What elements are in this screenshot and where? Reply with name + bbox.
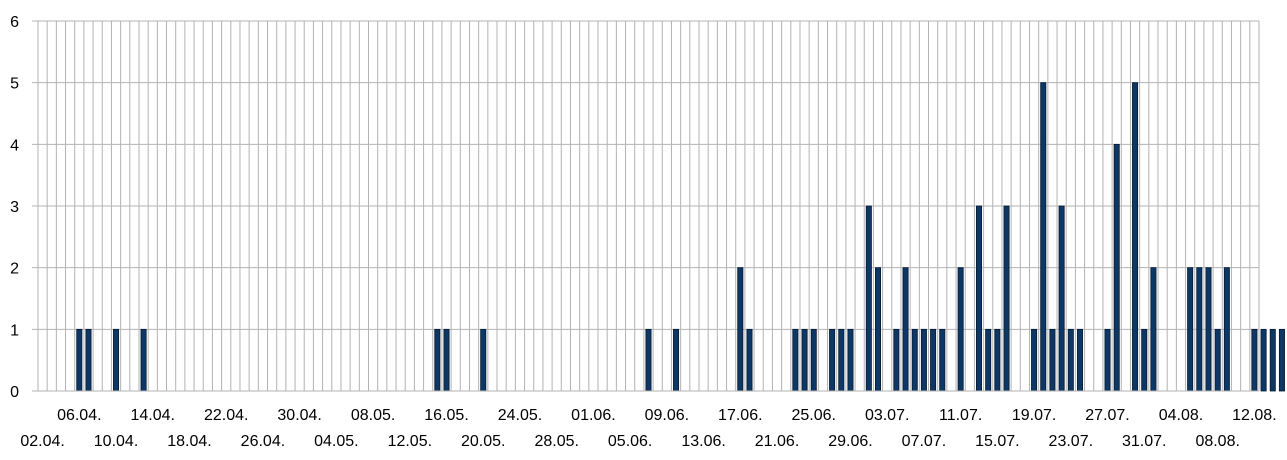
- bar-27.06.: [829, 328, 836, 392]
- bar-01.07.: [865, 205, 872, 392]
- x-tick-label: 16.05.: [424, 407, 468, 424]
- bar-27.07.: [1104, 328, 1111, 392]
- x-tick-label: 14.04.: [131, 407, 175, 424]
- bar-23.07.: [1067, 328, 1074, 392]
- bar-19.07.: [1031, 328, 1038, 392]
- x-tick-label: 26.04.: [241, 433, 285, 450]
- bar-31.07.: [1141, 328, 1148, 392]
- y-tick-label: 2: [10, 261, 19, 278]
- y-tick-label: 5: [10, 76, 19, 93]
- bar-16.07.: [1003, 205, 1010, 392]
- x-tick-label: 27.07.: [1085, 407, 1129, 424]
- x-tick-label: 11.07.: [939, 407, 982, 424]
- x-tick-label: 20.05.: [461, 433, 505, 450]
- bar-06.04.: [76, 328, 83, 392]
- x-tick-label: 01.06.: [571, 407, 615, 424]
- bar-12.08.: [1251, 328, 1258, 392]
- grid: [32, 20, 1260, 392]
- bar-22.07.: [1058, 205, 1065, 392]
- x-tick-label: 30.04.: [277, 407, 321, 424]
- x-tick-label: 02.04.: [20, 433, 64, 450]
- bar-10.04.: [113, 328, 120, 392]
- bar-24.06.: [801, 328, 808, 392]
- x-tick-label: 18.04.: [167, 433, 211, 450]
- bar-10.06.: [673, 328, 680, 392]
- bar-09.07.: [939, 328, 946, 392]
- bar-13.07.: [975, 205, 982, 392]
- x-tick-label: 06.04.: [57, 407, 101, 424]
- y-tick-label: 1: [10, 322, 19, 339]
- x-tick-label: 24.05.: [498, 407, 542, 424]
- x-tick-label: 22.04.: [204, 407, 248, 424]
- x-tick-label: 15.07.: [975, 433, 1019, 450]
- bar-11.07.: [957, 267, 964, 392]
- x-tick-label: 07.07.: [902, 433, 946, 450]
- bar-undefined: [1278, 328, 1285, 392]
- x-tick-label: 17.06.: [718, 407, 762, 424]
- bar-14.07.: [985, 328, 992, 392]
- bar-25.06.: [810, 328, 817, 392]
- x-tick-label: 23.07.: [1049, 433, 1093, 450]
- bar-18.06.: [746, 328, 753, 392]
- x-tick-label: 10.04.: [94, 433, 138, 450]
- bar-06.07.: [911, 328, 918, 392]
- bar-07.07.: [920, 328, 927, 392]
- bar-20.05.: [480, 328, 487, 392]
- x-tick-label: 03.07.: [865, 407, 909, 424]
- bar-05.07.: [902, 267, 909, 392]
- bar-04.07.: [893, 328, 900, 392]
- tick-labels: 0 1 2 3 4 5 6 02.04. 06.04. 10.04. 14.04. 18.04. 22.…: [10, 14, 1277, 450]
- bar-undefined: [1260, 328, 1267, 392]
- bar-undefined: [1269, 328, 1276, 392]
- bar-21.07.: [1049, 328, 1056, 392]
- bar-07.06.: [645, 328, 652, 392]
- bar-16.05.: [443, 328, 450, 392]
- x-tick-label: 28.05.: [534, 433, 578, 450]
- x-tick-label: 04.05.: [314, 433, 358, 450]
- x-tick-label: 12.08.: [1232, 407, 1276, 424]
- bar-28.06.: [838, 328, 845, 392]
- bar-01.08.: [1150, 267, 1157, 392]
- bar-05.08.: [1187, 267, 1194, 392]
- y-tick-label: 3: [10, 199, 19, 216]
- bar-23.06.: [792, 328, 799, 392]
- y-tick-label: 0: [10, 384, 19, 401]
- bar-30.07.: [1132, 82, 1139, 392]
- bar-13.04.: [140, 328, 147, 392]
- bar-15.05.: [434, 328, 441, 392]
- bar-28.07.: [1113, 143, 1120, 392]
- bar-06.08.: [1196, 267, 1203, 392]
- y-tick-label: 6: [10, 14, 19, 31]
- bar-02.07.: [875, 267, 882, 392]
- x-tick-label: 12.05.: [388, 433, 432, 450]
- x-tick-label: 31.07.: [1122, 433, 1166, 450]
- x-tick-label: 05.06.: [608, 433, 652, 450]
- bar-07.08.: [1205, 267, 1212, 392]
- bar-09.08.: [1223, 267, 1230, 392]
- x-tick-label: 29.06.: [828, 433, 872, 450]
- y-tick-label: 4: [10, 137, 19, 154]
- bar-24.07.: [1076, 328, 1083, 392]
- bar-20.07.: [1040, 82, 1047, 392]
- x-tick-label: 19.07.: [1012, 407, 1056, 424]
- x-tick-label: 21.06.: [755, 433, 799, 450]
- bar-15.07.: [994, 328, 1001, 392]
- axes: [37, 21, 1259, 392]
- x-tick-label: 04.08.: [1159, 407, 1203, 424]
- x-tick-label: 08.08.: [1195, 433, 1239, 450]
- bar-17.06.: [737, 267, 744, 392]
- bar-29.06.: [847, 328, 854, 392]
- bar-07.04.: [85, 328, 92, 392]
- x-tick-label: 25.06.: [792, 407, 836, 424]
- x-tick-label: 09.06.: [645, 407, 689, 424]
- x-tick-label: 13.06.: [681, 433, 725, 450]
- x-tick-label: 08.05.: [351, 407, 395, 424]
- bar-08.07.: [930, 328, 937, 392]
- bar-08.08.: [1214, 328, 1221, 392]
